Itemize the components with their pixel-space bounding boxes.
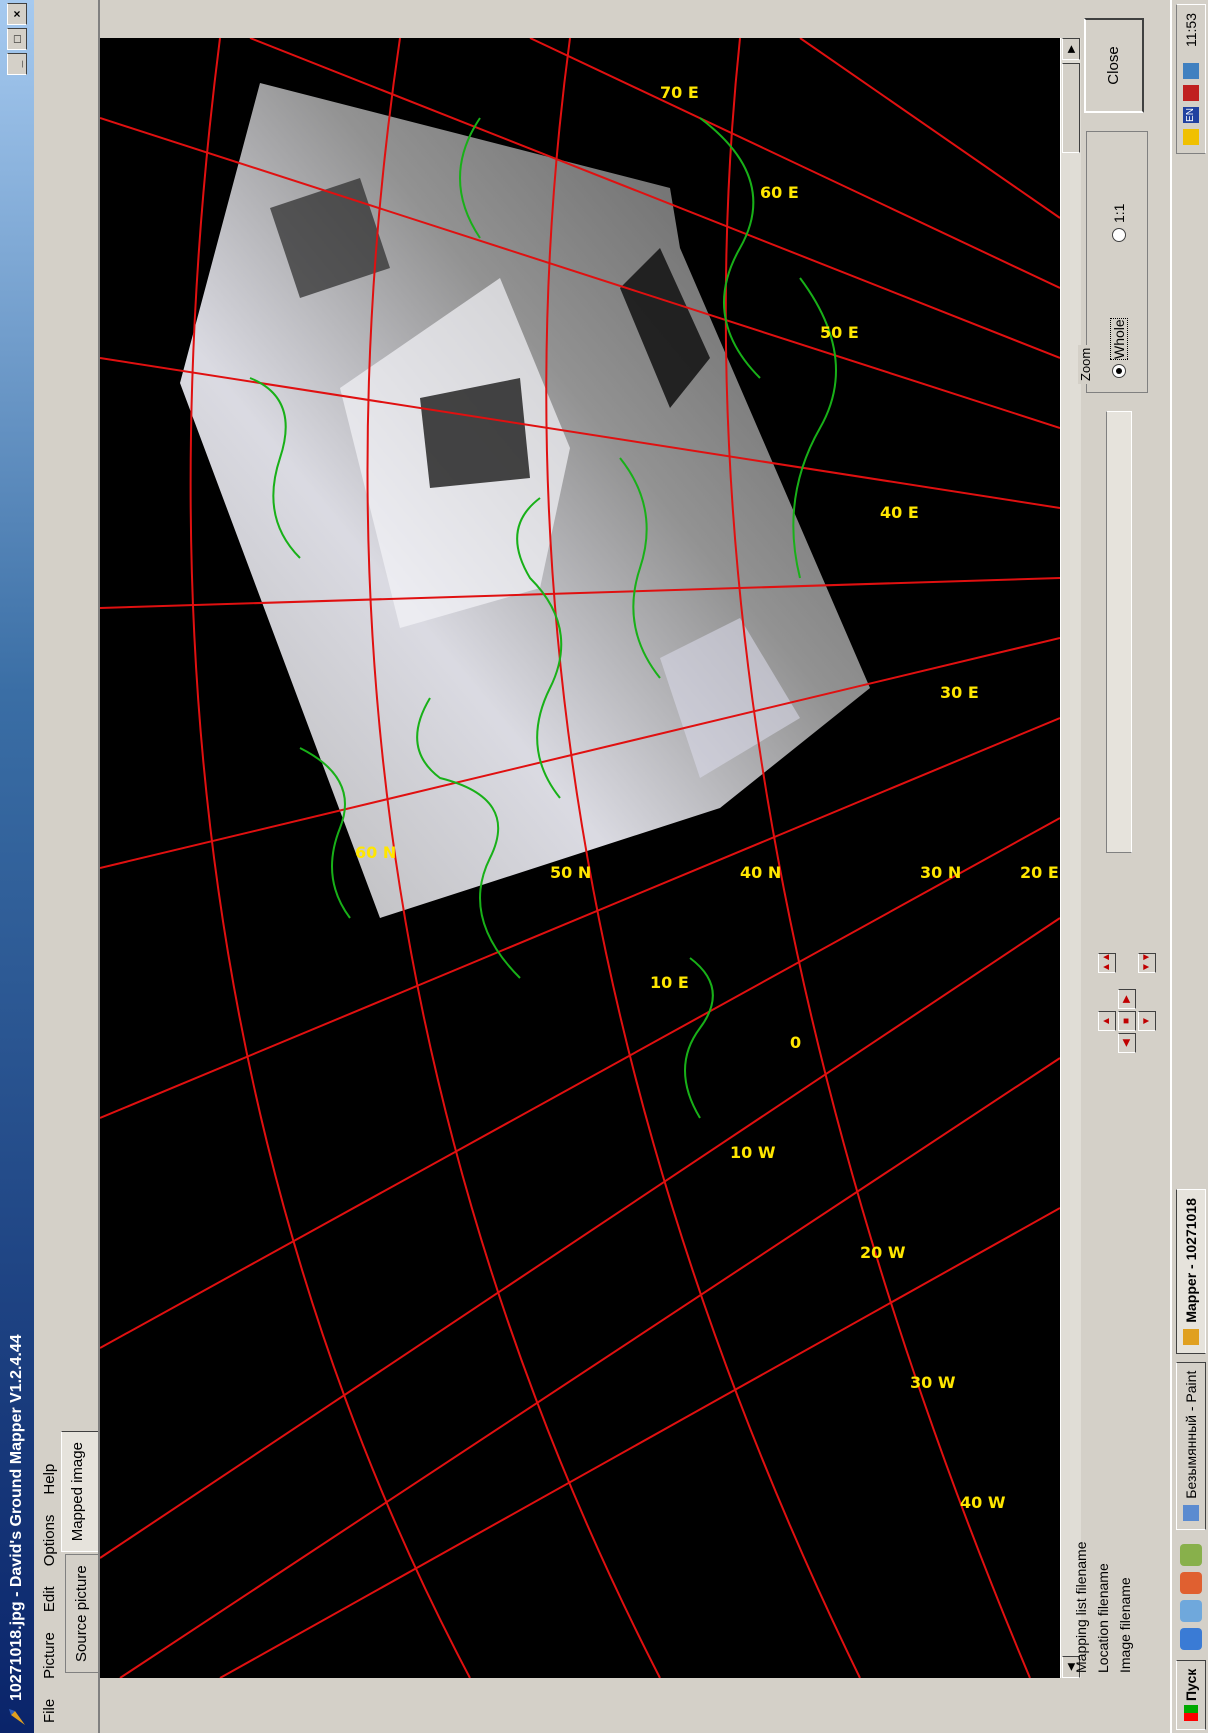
menu-picture[interactable]: Picture [40,1632,58,1679]
lon-label-10w: 10 W [730,1143,776,1162]
mapper-icon [1183,1328,1199,1345]
zoom-title: Zoom [1078,344,1093,384]
start-button[interactable]: Пуск [1176,1659,1206,1730]
clock: 11:53 [1183,13,1199,47]
close-button[interactable]: Close [1084,18,1144,113]
window-title: 10271018.jpg - David's Ground Mapper V1.… [8,1334,25,1701]
progress-bar [1106,411,1132,853]
paint-icon [1183,1504,1199,1521]
lat-label-50n: 50 N [550,863,591,882]
antivirus-icon[interactable] [1183,85,1199,101]
satellite-swath [180,83,870,918]
taskbar-item-paint-label: Безымянный - Paint [1183,1370,1199,1499]
close-window-button[interactable]: × [7,3,27,25]
zoom-one-label: 1:1 [1111,203,1127,223]
taskbar-item-mapper[interactable]: Mapper - 10271018 [1176,1189,1206,1354]
quick-launch [1180,1538,1202,1650]
title-bar: 10271018.jpg - David's Ground Mapper V1.… [0,0,34,1733]
location-label: Location filename [1095,1563,1111,1673]
menu-help[interactable]: Help [40,1463,58,1495]
taskbar: Пуск Безымянный - Paint Mapper - 1027101… [1170,0,1208,1733]
ie-icon[interactable] [1180,1627,1202,1650]
menu-options[interactable]: Options [40,1514,58,1567]
lon-label-70e: 70 E [660,83,699,102]
app-icon [9,1709,25,1725]
center-icon[interactable]: ■ [1118,1011,1136,1031]
lat-label-60n: 60 N [355,843,396,862]
zoom-one-radio[interactable]: 1:1 [1111,204,1127,242]
lon-label-20w: 20 W [860,1243,906,1262]
menu-edit[interactable]: Edit [40,1586,58,1613]
language-indicator[interactable]: EN [1183,107,1199,123]
system-tray: EN 11:53 [1176,4,1206,154]
navigation-pad: ◀ ▲ ■ ▼ ▶ ▲▲ ▼▼ [1094,943,1164,1053]
pan-right-icon[interactable]: ▶ [1118,989,1136,1009]
taskbar-item-paint[interactable]: Безымянный - Paint [1176,1361,1206,1530]
control-panel: Mapping list filename Location filename … [1070,0,1170,1733]
radio-selected-icon [1112,364,1126,378]
image-label: Image filename [1117,1577,1133,1673]
pan-down-icon[interactable]: ▼ [1138,1011,1156,1031]
tab-source-picture[interactable]: Source picture [65,1554,98,1673]
lon-label-30e: 30 E [940,683,979,702]
lon-label-0: 0 [790,1033,801,1052]
minimize-button[interactable]: _ [7,53,27,75]
coastlines [249,117,837,1119]
windows-logo-icon [1184,1705,1198,1721]
mapped-image[interactable]: 40 W 30 W 20 W 10 W 0 10 E 20 E 30 E 40 … [100,38,1060,1678]
zoom-group: Zoom Whole 1:1 [1078,131,1148,393]
lon-label-60e: 60 E [760,183,799,202]
network-icon[interactable] [1183,63,1199,79]
lat-label-40n: 40 N [740,863,781,882]
lon-label-20e: 20 E [1020,863,1059,882]
speaker-icon[interactable] [1183,129,1199,145]
tab-mapped-image[interactable]: Mapped image [61,1431,98,1553]
lat-label-30n: 30 N [920,863,961,882]
opera-icon[interactable] [1180,1571,1202,1594]
lon-label-40w: 40 W [960,1493,1006,1512]
tab-strip: Source picture Mapped image [61,1429,98,1673]
latitude-lines [189,38,1031,1678]
start-label: Пуск [1183,1668,1199,1701]
zoom-whole-label: Whole [1110,316,1128,362]
mapping-list-label: Mapping list filename [1073,1541,1089,1673]
menu-file[interactable]: File [40,1698,58,1723]
lon-label-40e: 40 E [880,503,919,522]
radio-unselected-icon [1112,228,1126,242]
zoom-whole-radio[interactable]: Whole [1110,316,1128,378]
map-panel: 40 W 30 W 20 W 10 W 0 10 E 20 E 30 E 40 … [98,0,1081,1733]
pan-far-up-icon[interactable]: ▲▲ [1098,952,1116,973]
lon-label-10e: 10 E [650,973,689,992]
pan-far-down-icon[interactable]: ▼▼ [1138,952,1156,973]
pan-up-icon[interactable]: ▲ [1098,1011,1116,1031]
media-icon[interactable] [1180,1543,1202,1566]
desktop-icon[interactable] [1180,1599,1202,1622]
file-info: Mapping list filename Location filename … [1070,1541,1136,1673]
pan-left-icon[interactable]: ◀ [1118,1033,1136,1053]
menu-bar: File Picture Edit Options Help [34,0,64,1733]
maximize-button[interactable]: □ [7,28,27,50]
lon-label-50e: 50 E [820,323,859,342]
lon-label-30w: 30 W [910,1373,956,1392]
taskbar-item-mapper-label: Mapper - 10271018 [1183,1198,1199,1323]
